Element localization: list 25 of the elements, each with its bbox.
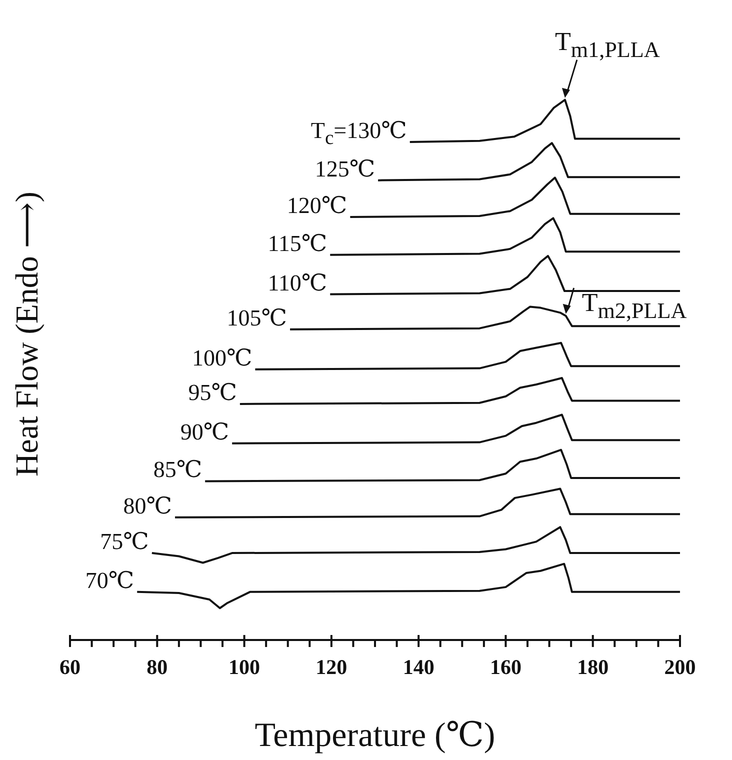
series-label: 110℃ — [268, 270, 328, 296]
x-tick-label: 80 — [146, 655, 168, 679]
x-axis-title: Temperature (℃) — [254, 717, 496, 754]
series-label: 80℃ — [123, 493, 172, 518]
series-label: 90℃ — [180, 419, 230, 444]
x-tick-label: 60 — [60, 655, 80, 679]
series-label: 100℃ — [192, 345, 252, 370]
series-label: 120℃ — [286, 193, 348, 218]
series-label: 70℃ — [85, 568, 134, 593]
x-tick-label: 120 — [316, 655, 348, 679]
series-label: 85℃ — [153, 457, 202, 482]
annotation: T$_{m1,PLLA}$ — [554, 26, 660, 62]
annotation: T$_{m2,PLLA}$ — [582, 288, 687, 322]
x-tick-label: 140 — [402, 655, 434, 679]
y-axis-title: Heat Flow (Endo ⟶) — [7, 192, 45, 476]
series-label: T$_{c}$=130℃ — [310, 118, 407, 149]
x-tick-label: 180 — [577, 655, 609, 679]
series-label: 75℃ — [100, 529, 149, 554]
series-label: 105℃ — [226, 305, 288, 330]
x-tick-label: 200 — [664, 655, 696, 679]
series-label: 95℃ — [188, 380, 237, 405]
x-tick-label: 160 — [490, 655, 522, 679]
series-label: 115℃ — [268, 230, 328, 256]
series-label: 125℃ — [314, 156, 376, 182]
x-tick-label: 100 — [228, 655, 260, 679]
